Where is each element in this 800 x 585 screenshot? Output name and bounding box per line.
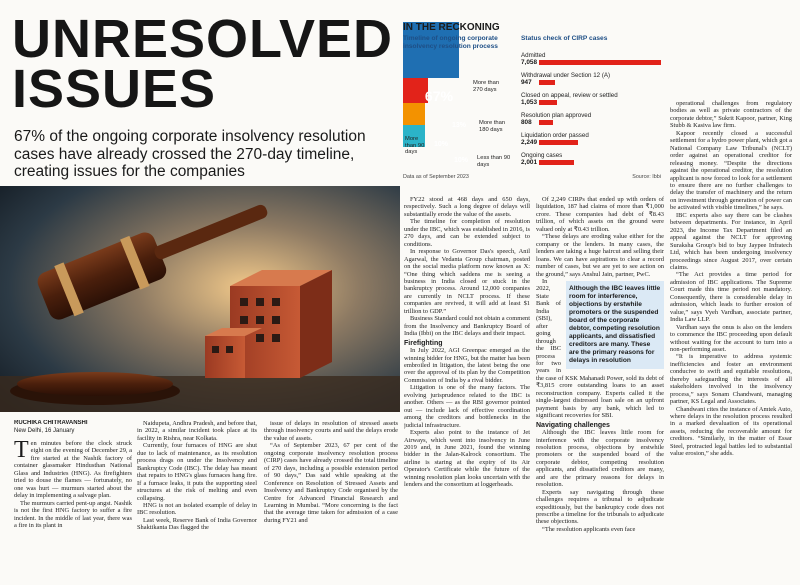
paragraph: Experts say navigating through these cha… xyxy=(536,488,664,526)
bubble-category: Less than 90 days xyxy=(477,155,511,168)
bubble-label: 10% xyxy=(453,157,468,165)
column: FY22 stood at 468 days and 650 days, res… xyxy=(404,196,530,585)
bar-value: 808 xyxy=(521,119,532,126)
bubble-category: More than 180 days xyxy=(479,120,506,133)
byline: RUCHIKA CHITRAVANSHI New Delhi, 16 Janua… xyxy=(14,420,132,435)
column: Naidupeta, Andhra Pradesh, and before th… xyxy=(137,420,257,585)
headline: UNRESOLVED ISSUES xyxy=(12,9,394,119)
subhead: Firefighting xyxy=(404,339,443,347)
bar xyxy=(539,140,578,145)
paragraph: Naidupeta, Andhra Pradesh, and before th… xyxy=(137,420,257,442)
bar xyxy=(539,160,574,165)
paragraph: In 2022, State Bank of India (SBI), afte… xyxy=(536,277,664,420)
paragraph: Last week, Reserve Bank of India Governo… xyxy=(137,516,257,532)
paragraph: Litigation is one of the many factors. T… xyxy=(404,384,530,429)
bubble xyxy=(403,22,460,79)
paragraph: Currently, four furnaces of HNG are shut… xyxy=(137,442,257,502)
paragraph: “These delays are eroding value either f… xyxy=(536,233,664,278)
note: Data as of September 2023 xyxy=(403,174,469,180)
paragraph: In response to Governor Das's speech, An… xyxy=(404,248,530,315)
paragraph: Although the IBC leaves little room for … xyxy=(536,429,664,489)
bar-category: Resolution plan approved xyxy=(521,112,592,119)
paragraph: Of 2,249 CIRPs that ended up with orders… xyxy=(536,196,664,233)
paragraph: “It is imperative to address systemic in… xyxy=(670,353,792,406)
photo xyxy=(0,186,400,412)
paragraph: In July 2022, AGI Greenpac emerged as th… xyxy=(404,347,530,384)
paragraph: The timeline for completion of resolutio… xyxy=(404,218,530,248)
bar-value: 2,001 xyxy=(521,159,537,166)
timeline-title: Timeline of ongoing corporate insolvency… xyxy=(403,35,498,50)
column: operational challenges from regulatory b… xyxy=(670,100,792,585)
bar-category: Withdrawal under Section 12 (A) xyxy=(521,72,611,79)
paragraph: The murmurs carried pent-up angst. Nashi… xyxy=(14,499,132,529)
paragraph: operational challenges from regulatory b… xyxy=(670,100,792,130)
paragraph: FY22 stood at 468 days and 650 days, res… xyxy=(404,196,530,218)
bar-category: Closed on appeal, review or settled xyxy=(521,92,618,99)
bubble-label: 67% xyxy=(424,87,454,104)
bubble xyxy=(403,78,428,104)
bar-category: Admitted xyxy=(521,52,546,59)
bubble-label: 10% xyxy=(433,141,448,149)
paragraph: “As of September 2023, 67 per cent of th… xyxy=(264,442,398,524)
status-title: Status check of CIRP cases xyxy=(521,35,608,42)
bar-value: 2,249 xyxy=(521,139,537,146)
column: Of 2,249 CIRPs that ended up with orders… xyxy=(536,196,664,585)
paragraph: Experts also point to the instance of Je… xyxy=(404,429,530,489)
bubble-category: More than 90 days xyxy=(405,136,425,156)
paragraph: issue of delays in resolution of stresse… xyxy=(264,420,398,442)
pull-quote: Although the IBC leaves little room for … xyxy=(566,280,664,369)
column: issue of delays in resolution of stresse… xyxy=(264,420,398,585)
paragraph: Ten minutes before the clock struck eigh… xyxy=(14,437,132,500)
author: RUCHIKA CHITRAVANSHI xyxy=(14,420,88,426)
bar xyxy=(539,120,553,125)
bar-value: 1,053 xyxy=(521,99,537,106)
paragraph: Chandwani cites the instance of Amtek Au… xyxy=(670,405,792,458)
column: RUCHIKA CHITRAVANSHI New Delhi, 16 Janua… xyxy=(14,420,132,585)
infographic: IN THE RECKONING Timeline of ongoing cor… xyxy=(403,22,665,186)
dateline: New Delhi, 16 January xyxy=(14,427,75,434)
bubble xyxy=(403,125,425,147)
bar-value: 7,058 xyxy=(521,59,537,66)
infographic-title: IN THE RECKONING xyxy=(403,22,500,33)
bar-category: Liquidation order passed xyxy=(521,132,589,139)
bar xyxy=(539,100,558,105)
paragraph: “The resolution applicants even face xyxy=(542,525,636,533)
source: Source: Ibbi xyxy=(632,174,661,180)
subhead: Navigating challenges xyxy=(536,421,610,429)
bubble-label: 13% xyxy=(451,122,466,130)
paragraph: Vardhan says the onus is also on the len… xyxy=(670,323,792,353)
bar xyxy=(539,80,556,85)
bar xyxy=(539,60,661,65)
bar-category: Ongoing cases xyxy=(521,152,563,159)
bubble-category: More than 270 days xyxy=(473,80,500,93)
paragraph: Business Standard could not obtain a com… xyxy=(404,315,530,338)
paragraph: “The Act provides a time period for admi… xyxy=(670,271,792,324)
paragraph: HNG is not an isolated example of delay … xyxy=(137,501,257,517)
standfirst: 67% of the ongoing corporate insolvency … xyxy=(14,128,366,180)
paragraph: IBC experts also say there can be clashe… xyxy=(670,211,792,271)
bubble xyxy=(403,103,425,126)
paragraph: Kapoor recently closed a successful sett… xyxy=(670,129,792,212)
bar-value: 947 xyxy=(521,79,532,86)
